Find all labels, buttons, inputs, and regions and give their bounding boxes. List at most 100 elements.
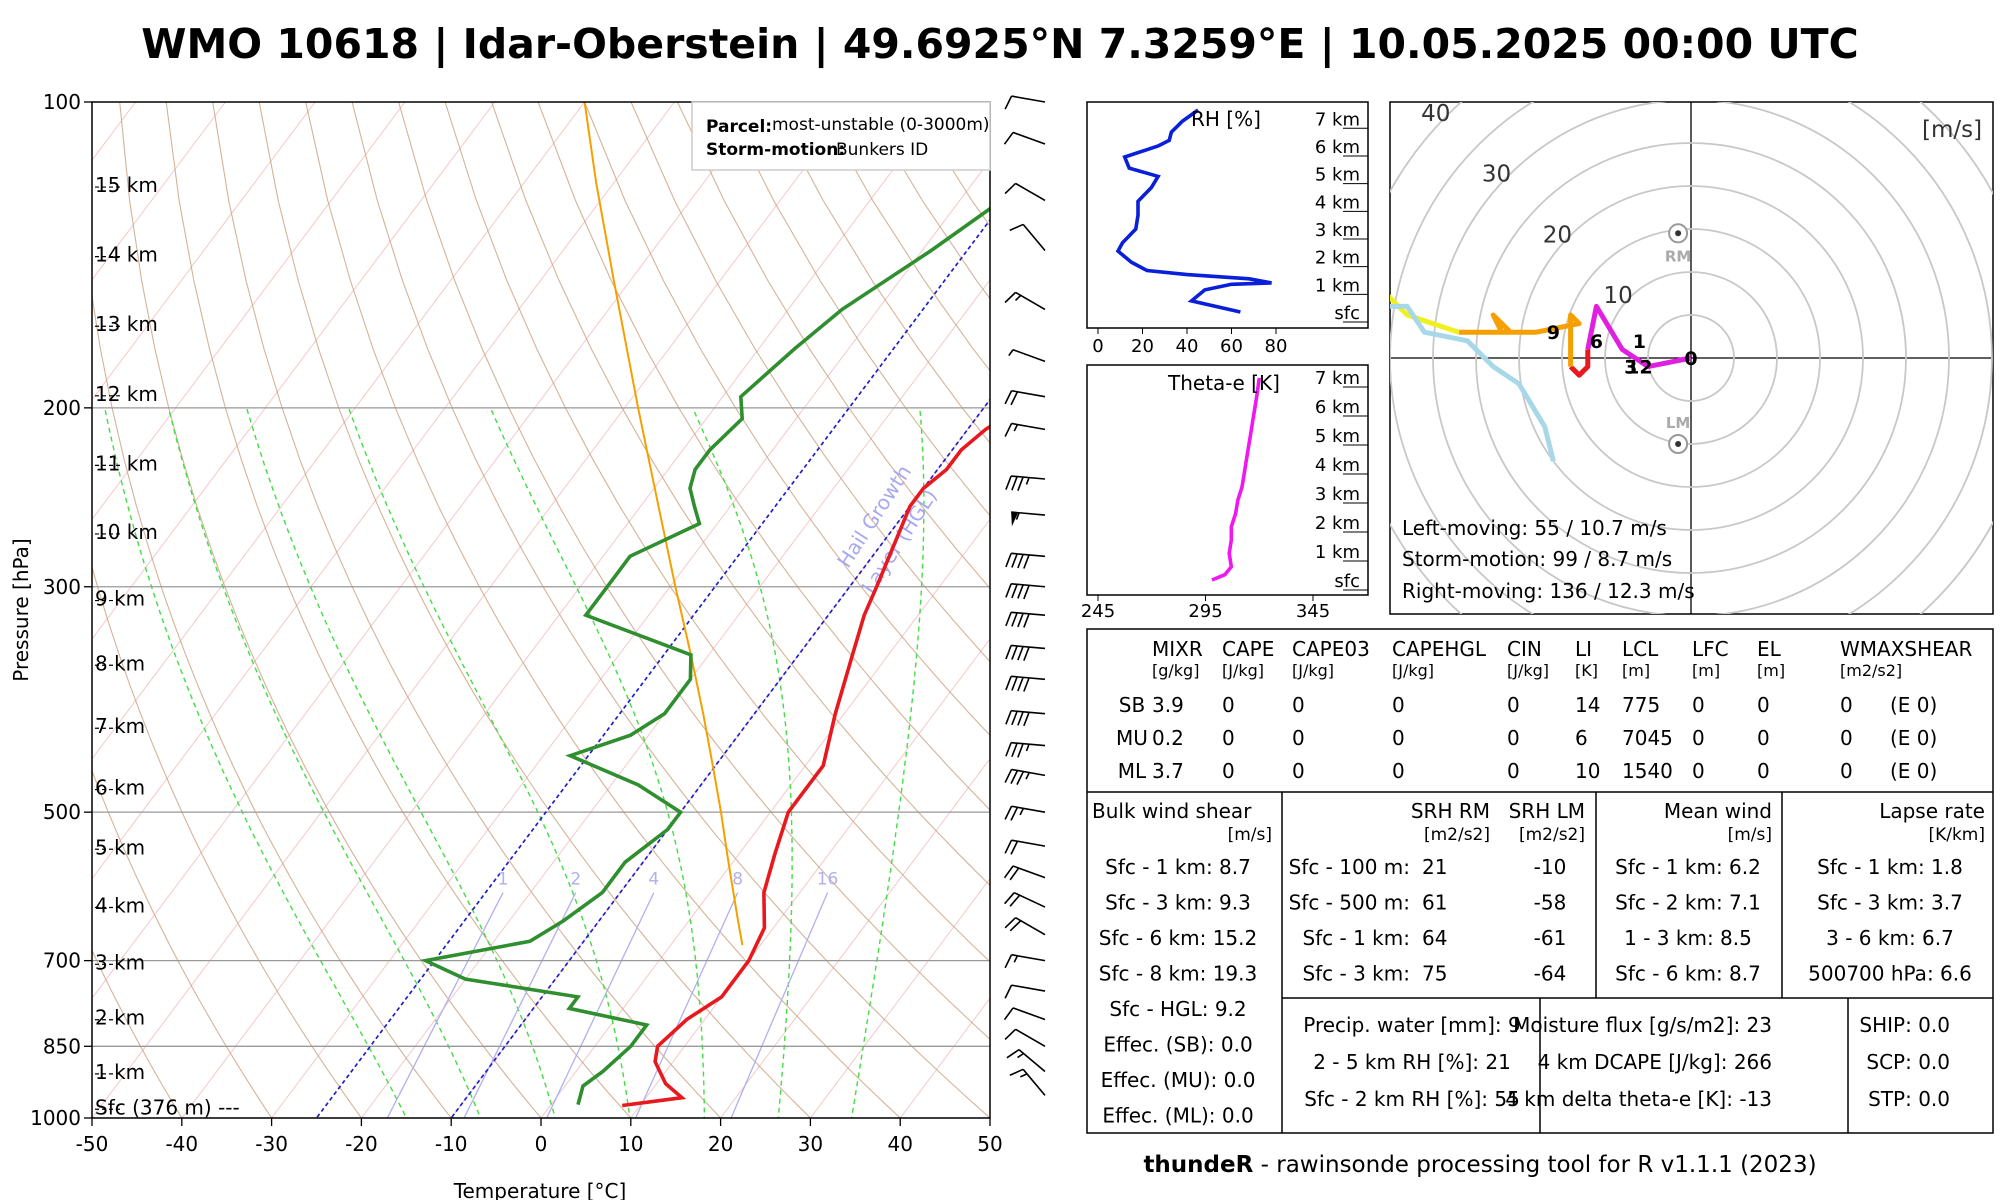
wind-barb [1005,611,1046,628]
dry-adiabat-line [677,102,990,590]
wind-barb [1009,1068,1046,1096]
barb-full [1004,839,1013,854]
thetae-height-label: 7 km [1315,368,1360,389]
srh-lm-unit: [m2/s2] [1519,825,1585,845]
mixing-ratio-label: 4 [648,870,659,890]
barb-full [1016,771,1025,785]
rh-panel: RH [%] 7 km 6 km 5 km 4 km 3 km 2 km 1 km sfc 0… [1086,101,1369,357]
mixing-ratio-label: 8 [732,870,743,890]
bulk-shear-row: Sfc - HGL: 9.2 [1109,997,1246,1021]
flux-row: 4 km DCAPE [J/kg]: 266 [1538,1050,1772,1074]
wind-barb [1005,709,1046,727]
param-value: 6 [1575,726,1588,750]
y-tick-label: 700 [43,949,81,973]
barb-full [1004,892,1015,905]
isotherm-line [270,159,990,1118]
srh-row-label: Sfc - 500 m: [1289,891,1410,915]
isotherm-line [92,102,316,401]
dry-adiabat-line [537,102,990,811]
footer-credit: thundeR - rawinsonde processing tool for… [1143,1152,1816,1178]
barb-full [1011,710,1018,726]
height-label: 8 km [95,651,145,675]
param-value: 0 [1222,759,1235,783]
barb-staff [1012,1007,1046,1021]
isotherm-line [360,279,990,1118]
hodograph-height-mark: 1 [1633,331,1646,353]
wind-barb [1004,95,1046,110]
rh-height-label: 1 km [1315,275,1360,296]
dry-adiabat-line [92,564,363,1118]
barb-full [1003,131,1014,145]
hodograph-ring-label: 20 [1543,222,1572,248]
barb-staff [1012,348,1046,363]
storm-motion-marker-dot [1675,441,1682,447]
param-unit: [m] [1622,661,1650,680]
wind-barb [1009,223,1046,251]
barb-staff [1015,182,1046,202]
thetae-height-labels: 7 km 6 km 5 km 4 km 3 km 2 km 1 km sfc [1315,368,1368,592]
x-tick-label: -40 [165,1132,198,1156]
lapse-rate-row: 3 - 6 km: 6.7 [1826,926,1954,950]
param-header: EL [1757,637,1782,661]
isotherm-line [181,102,945,1118]
thetae-panel: Theta-e [K] 7 km 6 km 5 km 4 km 3 km 2 km 1 km… [1081,364,1369,622]
barb-full [1003,1007,1014,1021]
mixing-ratio-label: 2 [570,870,581,890]
barb-full [1004,917,1017,929]
legend-parcel-key: Parcel: [706,117,772,137]
rh-title: RH [%] [1191,107,1261,131]
barb-full [1005,583,1012,598]
skewt-background-lines [92,102,990,1118]
srh-lm-value: -10 [1534,855,1567,879]
barb-full [1006,1048,1020,1059]
y-tick-label: 300 [43,575,81,599]
param-value: 0 [1840,693,1853,717]
wind-barb [1006,1048,1046,1073]
hodograph-trace [1390,294,1692,462]
srh-rm-header: SRH RM [1411,799,1490,823]
barb-full [1004,182,1017,195]
barb-full [1010,391,1019,406]
barb-staff [1011,95,1046,103]
mean-wind-row: Sfc - 1 km: 6.2 [1615,855,1761,879]
srh-lm-value: -64 [1534,962,1567,986]
skewt-x-axis-ticks: -50 -40 -30 -20 -10 0 10 20 30 40 50 [76,1118,1003,1156]
lapse-rate-row: 500700 hPa: 6.6 [1808,962,1972,986]
param-value: 0 [1507,726,1520,750]
param-value: 0 [1757,759,1770,783]
moisture-row: Sfc - 2 km RH [%]: 55 [1304,1087,1520,1111]
wind-barb [1005,675,1046,692]
footer-bold: thundeR [1143,1152,1253,1178]
barb-half [1025,743,1030,752]
barb-full [1005,475,1012,490]
barb-full [1011,742,1018,758]
dry-adiabat-line [212,102,722,1118]
hodograph-height-mark: 3 [1624,357,1637,379]
hodograph-markers: RM LM 0 1 36 9 12 [1547,223,1698,454]
hodograph-ring-label: 10 [1604,283,1633,309]
mixing-ratio-line [386,892,504,1118]
param-header: CIN [1507,637,1542,661]
rh-x-ticks: 0 20 40 60 80 [1092,328,1287,357]
barb-half [1015,512,1020,520]
hodograph-height-mark: 9 [1547,322,1560,344]
moist-adiabat-line [850,407,925,1118]
thetae-height-label: sfc [1334,571,1360,592]
barb-full [1010,806,1019,821]
mixing-ratio-label: 1 [498,870,509,890]
height-label: 4 km [95,894,145,918]
wind-barb [1004,984,1046,999]
isotherm-line [92,102,675,880]
param-value: 0 [1392,726,1405,750]
barb-full [1004,291,1017,304]
legend-storm-key: Storm-motion: [706,140,845,160]
barb-full [1004,423,1013,437]
figure-title: WMO 10618 | Idar-Oberstein | 49.6925°N 7… [141,20,1858,69]
param-value: 0 [1292,759,1305,783]
dry-adiabat-line [92,769,273,1118]
bulk-shear-row: Effec. (ML): 0.0 [1102,1104,1253,1128]
param-value: 0 [1507,759,1520,783]
param-header: LFC [1692,637,1729,661]
hodograph-ring [1432,102,1950,614]
